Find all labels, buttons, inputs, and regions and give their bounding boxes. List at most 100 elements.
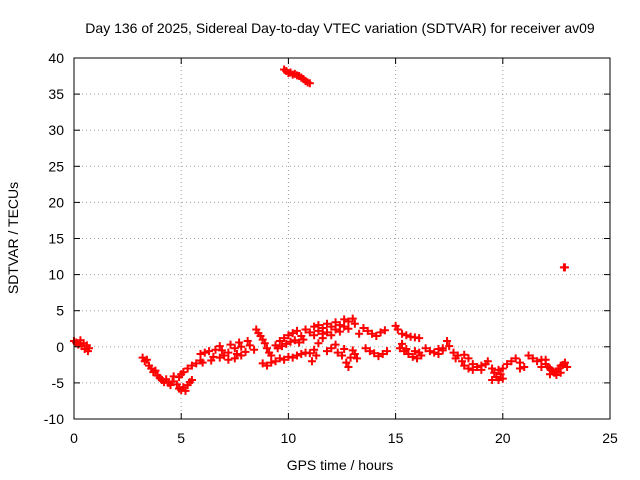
y-tick-label: -10: [44, 411, 64, 427]
data-point: [398, 339, 407, 348]
data-point: [280, 355, 289, 364]
data-point: [262, 344, 271, 353]
data-point: [322, 328, 331, 337]
data-point: [310, 331, 319, 340]
data-point: [350, 319, 359, 328]
data-point: [267, 358, 276, 367]
data-point: [333, 348, 342, 357]
data-point: [217, 346, 226, 355]
data-point: [282, 339, 291, 348]
data-point: [488, 364, 497, 373]
data-point: [250, 345, 259, 354]
data-point: [468, 365, 477, 374]
data-point: [425, 347, 434, 356]
data-point: [490, 368, 499, 377]
data-point: [363, 326, 372, 335]
data-point: [365, 347, 374, 356]
data-point: [331, 318, 340, 327]
data-point: [398, 329, 407, 338]
data-point: [305, 328, 314, 337]
data-point: [297, 350, 306, 359]
data-point: [288, 353, 297, 362]
data-point: [488, 376, 497, 385]
data-point: [473, 363, 482, 372]
data-point: [181, 386, 190, 395]
data-point: [483, 357, 492, 366]
data-point: [552, 370, 561, 379]
data-point: [331, 340, 340, 349]
data-point: [449, 348, 458, 357]
data-point: [299, 335, 308, 344]
data-point: [393, 325, 402, 334]
data-point: [402, 344, 411, 353]
data-points: [70, 65, 572, 395]
data-point: [443, 337, 452, 346]
data-point: [342, 358, 351, 367]
data-point: [215, 342, 224, 351]
data-point: [305, 79, 314, 88]
data-point: [327, 344, 336, 353]
data-point: [353, 354, 362, 363]
data-point: [560, 358, 569, 367]
data-point: [310, 345, 319, 354]
data-point: [230, 344, 239, 353]
data-point: [460, 361, 469, 370]
data-point: [230, 354, 239, 363]
data-point: [314, 339, 323, 348]
data-point: [563, 363, 572, 372]
data-point: [292, 326, 301, 335]
data-point: [408, 352, 417, 361]
data-point: [318, 334, 327, 343]
data-point: [224, 348, 233, 357]
data-point: [380, 326, 389, 335]
grid-lines: [74, 58, 610, 419]
data-point: [151, 366, 160, 375]
data-point: [376, 328, 385, 337]
data-point: [243, 337, 252, 346]
y-tick-label: 30: [48, 122, 64, 138]
data-point: [458, 357, 467, 366]
data-point: [338, 351, 346, 360]
data-point: [237, 342, 246, 351]
data-point: [340, 344, 349, 353]
data-point: [290, 336, 299, 345]
data-point: [515, 364, 524, 373]
data-point: [415, 334, 424, 343]
axis-ticks: 0 5 10 15 20 25 -10 -5 0 5 10 15 20 25 30 35 40: [44, 50, 618, 446]
data-point: [179, 368, 188, 377]
chart-title: Day 136 of 2025, Sidereal Day-to-day VTE…: [85, 20, 595, 36]
data-point: [292, 351, 301, 360]
data-point: [232, 350, 241, 359]
data-point: [496, 370, 505, 379]
data-point: [314, 321, 323, 330]
data-point: [226, 340, 235, 349]
data-point: [477, 365, 486, 374]
data-point: [235, 338, 244, 347]
y-tick-label: 25: [48, 158, 64, 174]
data-point: [318, 324, 327, 333]
x-axis-label: GPS time / hours: [287, 457, 394, 473]
x-tick-label: 0: [70, 430, 78, 446]
y-tick-label: 5: [56, 303, 64, 319]
y-tick-label: 20: [48, 194, 64, 210]
data-point: [374, 352, 383, 361]
data-point: [322, 319, 331, 328]
data-point: [359, 324, 368, 333]
data-point: [438, 344, 447, 353]
data-point: [361, 344, 370, 353]
data-point: [344, 363, 353, 372]
data-point: [498, 364, 507, 373]
data-point: [183, 364, 192, 373]
data-point: [280, 334, 289, 343]
data-point: [520, 363, 529, 372]
data-point: [310, 322, 319, 331]
data-point: [335, 327, 344, 336]
data-point: [494, 365, 503, 374]
data-point: [402, 331, 411, 340]
data-point: [295, 338, 304, 347]
data-point: [220, 351, 229, 360]
data-point: [503, 360, 512, 369]
y-axis-label: SDTVAR / TECUs: [5, 182, 21, 294]
data-point: [260, 339, 269, 348]
